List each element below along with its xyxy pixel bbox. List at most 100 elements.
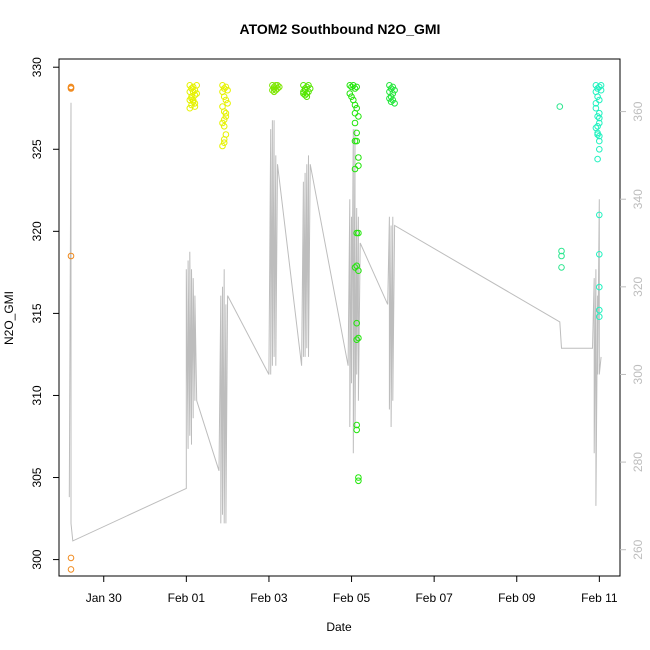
x-tick-label: Feb 11: [581, 591, 618, 605]
data-point: [594, 123, 601, 130]
data-point: [303, 90, 311, 97]
data-point: [351, 109, 359, 117]
y2-tick-label: 280: [631, 452, 645, 472]
data-point: [67, 566, 75, 573]
data-point: [596, 313, 603, 321]
y-tick-label: 305: [30, 467, 44, 487]
data-point: [351, 101, 359, 109]
data-point: [592, 100, 600, 107]
x-axis-label: Date: [326, 620, 352, 634]
data-point: [222, 113, 230, 120]
y-tick-label: 310: [30, 385, 44, 405]
data-point: [222, 83, 230, 91]
data-point: [67, 554, 75, 562]
data-point: [224, 86, 231, 94]
data-point: [219, 142, 226, 150]
data-point: [355, 113, 362, 120]
data-point: [558, 247, 565, 255]
data-point: [219, 119, 226, 127]
data-point: [558, 252, 565, 260]
data-point: [351, 119, 359, 127]
x-tick-label: Feb 01: [168, 591, 206, 605]
data-point: [193, 82, 200, 89]
data-point: [346, 90, 354, 97]
data-point: [355, 267, 362, 275]
data-point: [596, 83, 603, 91]
data-point: [389, 90, 397, 97]
data-point: [222, 96, 230, 104]
data-point: [596, 306, 603, 314]
y-tick-label: 320: [30, 221, 44, 241]
data-point: [558, 264, 565, 271]
y-tick-label: 315: [30, 303, 44, 323]
data-point: [224, 100, 231, 107]
data-point: [301, 86, 309, 94]
data-point: [596, 146, 603, 153]
data-point: [189, 88, 197, 96]
data-point: [67, 252, 75, 260]
data-point: [596, 211, 603, 219]
data-point: [355, 334, 362, 342]
x-tick-label: Feb 07: [415, 591, 453, 605]
data-point: [391, 100, 398, 107]
data-point: [596, 283, 603, 291]
data-point: [67, 84, 75, 91]
data-point: [597, 86, 605, 94]
data-point: [355, 477, 362, 485]
data-point: [353, 319, 361, 327]
data-point: [270, 88, 278, 96]
data-point: [386, 95, 393, 102]
data-point: [219, 82, 226, 89]
data-point: [355, 162, 362, 169]
data-point: [596, 251, 603, 258]
data-point: [594, 113, 601, 120]
y-tick-label: 330: [30, 57, 44, 77]
data-point: [353, 421, 361, 429]
data-point: [391, 86, 398, 94]
data-point: [300, 90, 307, 97]
y-axis: 300 305 310 315 320 325 330: [30, 57, 59, 570]
data-point: [387, 93, 395, 100]
points-layer: [67, 82, 605, 573]
data-point: [186, 82, 194, 89]
data-point: [594, 131, 601, 138]
data-point: [350, 82, 357, 89]
data-point: [592, 104, 600, 112]
data-point: [274, 85, 281, 92]
x-tick-label: Jan 30: [86, 591, 122, 605]
data-point: [305, 82, 312, 89]
data-point: [188, 95, 195, 102]
data-point: [596, 119, 603, 127]
data-point: [353, 129, 361, 137]
data-point: [597, 82, 605, 89]
data-point: [596, 109, 603, 117]
data-point: [594, 93, 601, 100]
y2-tick-label: 320: [631, 276, 645, 296]
data-point: [189, 83, 197, 91]
data-point: [220, 123, 228, 130]
data-point: [556, 103, 564, 110]
data-point: [353, 426, 361, 434]
data-point: [596, 132, 603, 140]
y2-tick-label: 260: [631, 539, 645, 559]
data-point: [355, 154, 362, 161]
data-point: [222, 109, 230, 117]
data-point: [269, 82, 276, 89]
data-point: [596, 137, 603, 145]
x-tick-label: Feb 05: [333, 591, 371, 605]
data-point: [220, 139, 228, 146]
data-point: [355, 474, 362, 481]
y2-tick-label: 300: [631, 364, 645, 384]
data-point: [193, 90, 200, 97]
data-point: [596, 96, 603, 104]
y-tick-label: 300: [30, 549, 44, 569]
data-point: [188, 85, 195, 92]
x-tick-label: Feb 03: [250, 591, 288, 605]
data-point: [191, 100, 199, 107]
data-point: [220, 85, 228, 92]
data-point: [353, 83, 361, 91]
x-tick-label: Feb 09: [498, 591, 536, 605]
y2-axis: 260 280 300 320 340 360: [620, 101, 645, 560]
altitude-line: [68, 102, 602, 542]
